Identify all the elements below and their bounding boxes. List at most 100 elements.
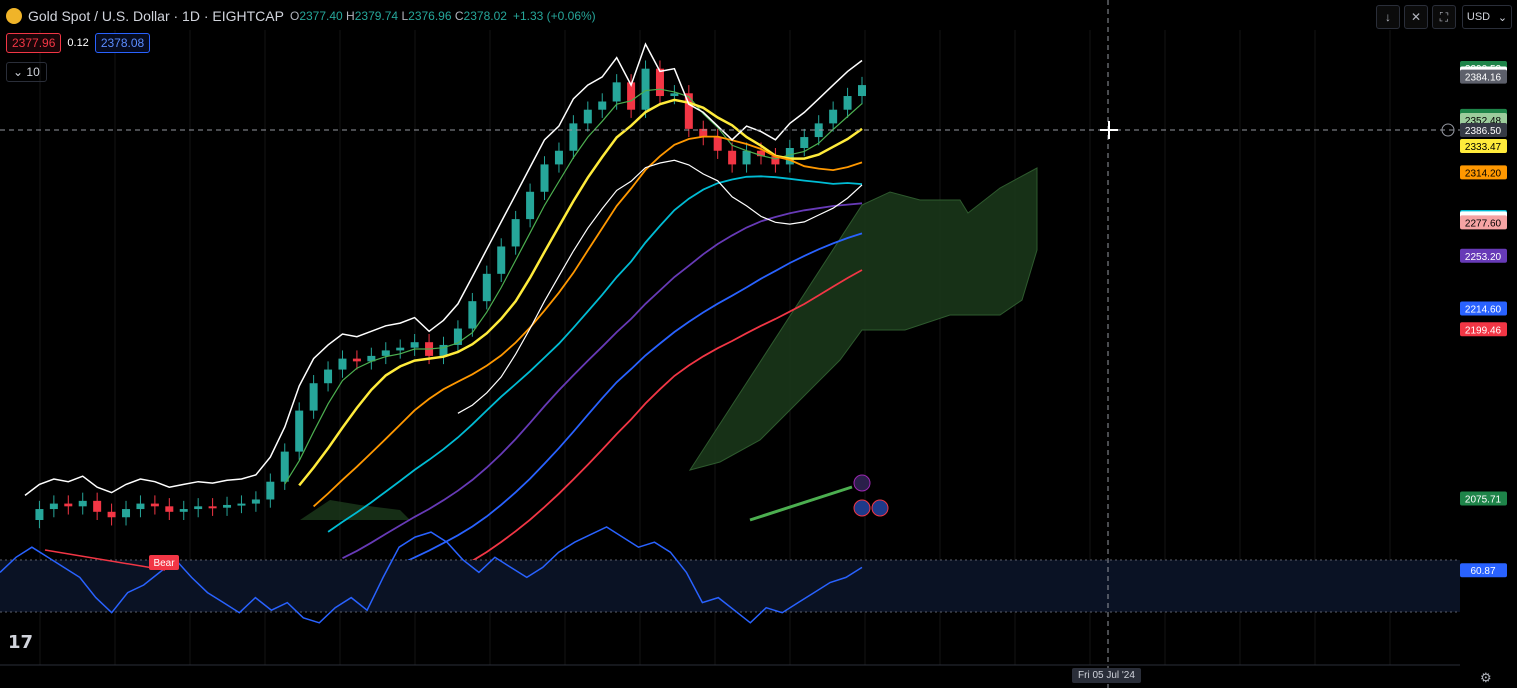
candle-body <box>367 355 376 362</box>
lightning-icon <box>853 474 871 492</box>
candle-body <box>684 93 693 129</box>
us-flag-icon <box>853 499 871 517</box>
crosshair-price-label: 2386.50 <box>1465 126 1502 137</box>
trend-line <box>749 485 853 522</box>
candle-body <box>35 509 44 520</box>
indicators-count: 10 <box>26 65 40 79</box>
price-label: 2253.20 <box>1465 252 1502 263</box>
candle-body <box>237 503 246 506</box>
candle-body <box>223 504 232 508</box>
low-value: 2376.96 <box>408 9 452 23</box>
candle-body <box>655 68 664 97</box>
candle-body <box>309 383 318 411</box>
candle-body <box>540 164 549 192</box>
candle-body <box>280 451 289 482</box>
ema-orange <box>313 135 863 508</box>
price-label-bg <box>1460 69 1507 84</box>
crosshair-price-bg <box>1460 123 1507 137</box>
candle-body <box>266 481 275 500</box>
ichimoku-cloud <box>300 500 410 520</box>
price-label-bg <box>1460 322 1507 337</box>
candle-body <box>670 93 679 97</box>
price-label: 2352.48 <box>1465 116 1502 127</box>
price-label-bg <box>1460 491 1507 506</box>
candle-body <box>554 150 563 165</box>
candle-body <box>165 506 174 512</box>
candle-body <box>194 506 203 510</box>
bollinger-upper <box>24 42 863 496</box>
crosshair-cursor-icon <box>1100 121 1118 139</box>
candle-body <box>338 358 347 370</box>
crosshair-time-label: Fri 05 Jul '24 <box>1072 668 1141 683</box>
candle-body <box>497 246 506 274</box>
candle-body <box>756 150 765 157</box>
candle-body <box>482 273 491 302</box>
candle-body <box>858 85 866 97</box>
candle-body <box>122 509 131 518</box>
candle-body <box>64 503 73 507</box>
fullscreen-icon[interactable]: ⛶ <box>1432 5 1456 29</box>
rsi-band <box>0 560 1460 612</box>
candle-body <box>78 500 87 507</box>
candle-body <box>150 503 159 507</box>
rsi-value-label: 60.87 <box>1470 566 1495 577</box>
candle-body <box>829 109 838 124</box>
rsi-line <box>0 526 863 624</box>
candle-body <box>583 109 592 124</box>
settings-icon[interactable]: ⚙ <box>1480 670 1492 685</box>
candle-body <box>179 509 188 512</box>
candle-body <box>295 410 304 452</box>
candle-body <box>785 148 794 165</box>
candle-body <box>728 150 737 165</box>
candle-body <box>468 301 477 329</box>
candle-body <box>381 350 390 356</box>
candle-body <box>814 123 823 138</box>
price-label: 2075.71 <box>1465 495 1502 506</box>
candle-body <box>49 503 58 510</box>
change-value: +1.33 (+0.06%) <box>512 9 596 23</box>
chart-legend: Gold Spot / U.S. Dollar · 1D · EIGHTCAP … <box>6 5 596 27</box>
ohlc-values: O2377.40 H2379.74 L2376.96 C2378.02 <box>289 9 507 23</box>
price-label: 2384.16 <box>1465 73 1502 84</box>
price-label-bg <box>1460 165 1507 180</box>
open-value: 2377.40 <box>299 9 343 23</box>
currency-select[interactable]: USD ⌄ <box>1462 5 1512 29</box>
candle-body <box>251 499 260 504</box>
price-label: 2277.60 <box>1465 218 1502 229</box>
ema-blue <box>356 232 863 586</box>
sell-button[interactable]: 2377.96 <box>6 33 62 53</box>
candle-body <box>627 82 636 110</box>
price-label-bg <box>1460 215 1507 230</box>
symbol-title[interactable]: Gold Spot / U.S. Dollar · 1D · EIGHTCAP <box>28 8 284 24</box>
candle-body <box>526 191 535 220</box>
collapse-icon[interactable]: ✕ <box>1404 5 1428 29</box>
ema-purple <box>342 202 863 560</box>
bollinger-lower <box>457 159 863 414</box>
candle-body <box>396 347 405 351</box>
price-label: 2214.60 <box>1465 305 1502 316</box>
indicators-toggle[interactable]: ⌄ 10 <box>6 62 47 82</box>
candle-body <box>800 137 809 148</box>
candle-body <box>598 101 607 110</box>
ichimoku-cloud <box>688 167 1038 471</box>
candle-body <box>641 68 650 110</box>
spread-value: 0.12 <box>67 37 89 49</box>
download-icon[interactable]: ↓ <box>1376 5 1400 29</box>
candle-body <box>453 328 462 345</box>
price-label: 2333.47 <box>1465 142 1502 153</box>
trade-panel: 2377.96 0.12 2378.08 <box>6 33 151 53</box>
bear-label: Bear <box>153 558 175 569</box>
buy-button[interactable]: 2378.08 <box>94 33 151 53</box>
currency-label: USD <box>1466 11 1491 23</box>
candle-body <box>699 128 708 138</box>
ema-yellow <box>298 98 863 487</box>
price-label-bg <box>1460 248 1507 263</box>
ema-green <box>284 88 863 485</box>
candle-body <box>843 96 852 110</box>
candle-body <box>352 358 361 362</box>
ema-cyan <box>327 175 863 533</box>
candle-body <box>569 123 578 151</box>
candle-body <box>439 344 448 356</box>
price-label: 2314.20 <box>1465 168 1502 179</box>
